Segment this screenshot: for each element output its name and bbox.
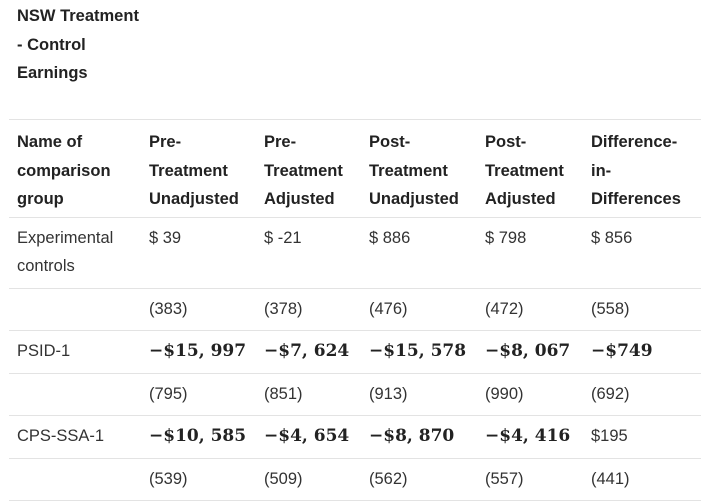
earnings-table: Name of comparison group Pre-Treatment U… xyxy=(9,119,701,501)
estimate-value: $ -21 xyxy=(264,228,302,247)
estimate-value: −$15, 997 xyxy=(149,341,247,361)
standard-error-cell: (472) xyxy=(485,299,524,318)
standard-error-cell: (913) xyxy=(369,384,408,403)
standard-error-cell: (692) xyxy=(591,384,630,403)
estimate-cell: −$8, 870 xyxy=(361,416,477,459)
estimate-cell: −$10, 585 xyxy=(141,416,256,459)
empty-cell xyxy=(9,458,141,501)
standard-error-cell: (539) xyxy=(149,469,188,488)
standard-error-cell: (558) xyxy=(591,299,630,318)
table-body: Experimental controls $ 39 $ -21 $ 886 $ 798… xyxy=(9,217,701,501)
estimate-value: −$4, 416 xyxy=(485,426,571,446)
estimate-cell: −$7, 624 xyxy=(256,331,361,374)
estimate-value: $ 886 xyxy=(369,228,411,247)
standard-error-cell: (509) xyxy=(264,469,303,488)
comparison-group-name: CPS-SSA-1 xyxy=(17,427,105,445)
table-row-standard-errors: (539) (509) (562) (557) (441) xyxy=(9,458,701,501)
estimate-value: −$8, 870 xyxy=(369,426,455,446)
estimate-value: −$7, 624 xyxy=(264,341,350,361)
standard-error-cell: (851) xyxy=(264,384,303,403)
standard-error-cell: (378) xyxy=(264,299,303,318)
standard-error-cell: (441) xyxy=(591,469,630,488)
estimate-value: $ 856 xyxy=(591,228,633,247)
estimate-value: −$10, 585 xyxy=(149,426,247,446)
estimate-value: −$749 xyxy=(591,341,653,361)
header-pre-treatment-adjusted: Pre-Treatment Adjusted xyxy=(264,133,343,208)
estimate-cell: $ -21 xyxy=(256,217,361,288)
table-row-standard-errors: (795) (851) (913) (990) (692) xyxy=(9,373,701,416)
header-post-treatment-unadjusted: Post-Treatment Unadjusted xyxy=(369,133,459,208)
header-row: Name of comparison group Pre-Treatment U… xyxy=(9,119,701,217)
estimate-cell: $ 798 xyxy=(477,217,583,288)
estimate-cell: $195 xyxy=(583,416,701,459)
estimate-value: −$8, 067 xyxy=(485,341,571,361)
estimate-value: −$15, 578 xyxy=(369,341,467,361)
estimate-cell: $ 856 xyxy=(583,217,701,288)
estimate-value: −$4, 654 xyxy=(264,426,350,446)
table-row: PSID-1 −$15, 997 −$7, 624 −$15, 578 −$8, 067… xyxy=(9,331,701,374)
standard-error-cell: (795) xyxy=(149,384,188,403)
comparison-group-name: Experimental controls xyxy=(17,228,114,276)
standard-error-cell: (562) xyxy=(369,469,408,488)
empty-cell xyxy=(9,373,141,416)
estimate-cell: $ 39 xyxy=(141,217,256,288)
estimate-cell: $ 886 xyxy=(361,217,477,288)
estimate-cell: −$749 xyxy=(583,331,701,374)
estimate-value: $195 xyxy=(591,427,628,445)
standard-error-cell: (990) xyxy=(485,384,524,403)
estimate-value: $ 39 xyxy=(149,228,182,247)
header-difference-in-differences: Difference-in-Differences xyxy=(591,133,681,208)
table-row-standard-errors: (383) (378) (476) (472) (558) xyxy=(9,288,701,331)
table-row: CPS-SSA-1 −$10, 585 −$4, 654 −$8, 870 −$4, 4… xyxy=(9,416,701,459)
table-title: NSW Treatment - Control Earnings xyxy=(17,7,139,82)
header-post-treatment-adjusted: Post-Treatment Adjusted xyxy=(485,133,564,208)
empty-cell xyxy=(9,288,141,331)
estimate-cell: −$15, 578 xyxy=(361,331,477,374)
header-comparison-group: Name of comparison group xyxy=(17,133,111,208)
estimate-cell: −$4, 416 xyxy=(477,416,583,459)
header-pre-treatment-unadjusted: Pre-Treatment Unadjusted xyxy=(149,133,239,208)
standard-error-cell: (476) xyxy=(369,299,408,318)
table-row: Experimental controls $ 39 $ -21 $ 886 $ 798… xyxy=(9,217,701,288)
standard-error-cell: (557) xyxy=(485,469,524,488)
estimate-cell: −$4, 654 xyxy=(256,416,361,459)
estimate-value: $ 798 xyxy=(485,228,527,247)
estimate-cell: −$8, 067 xyxy=(477,331,583,374)
standard-error-cell: (383) xyxy=(149,299,188,318)
table-header: Name of comparison group Pre-Treatment U… xyxy=(9,119,701,217)
estimate-cell: −$15, 997 xyxy=(141,331,256,374)
comparison-group-name: PSID-1 xyxy=(17,342,71,360)
